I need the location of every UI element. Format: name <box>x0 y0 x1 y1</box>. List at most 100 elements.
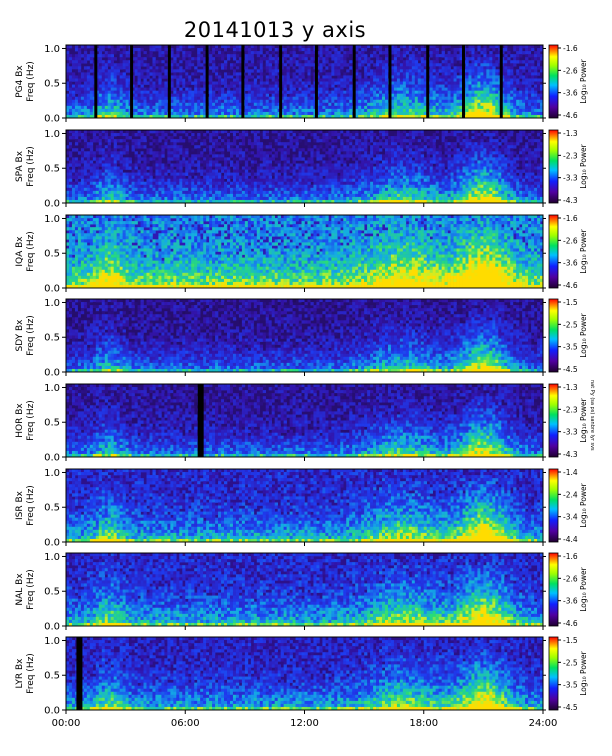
colorbar-label: Log₁₀ Power <box>579 566 588 611</box>
data-gap-2 <box>168 45 171 118</box>
colorbar-tick-label: -3.6 <box>563 597 578 606</box>
y-axis-unit-label: Freq (Hz) <box>26 231 36 272</box>
y-axis-unit-label: Freq (Hz) <box>26 485 36 526</box>
colorbar-tick-label: -1.3 <box>563 129 578 138</box>
y-tick-label: 1.0 <box>44 468 60 479</box>
colorbar-label: Log₁₀ Power <box>579 397 588 442</box>
colorbar-tick-label: -1.5 <box>563 636 578 645</box>
spectrogram-cells <box>66 45 543 118</box>
spectrogram-cells <box>66 130 543 203</box>
y-tick-label: 0.0 <box>44 706 60 717</box>
colorbar-tick-label: -4.3 <box>563 450 578 459</box>
data-gap-1 <box>130 45 133 118</box>
spectrogram-cells <box>66 299 543 372</box>
colorbar-tick-label: -2.3 <box>563 151 578 160</box>
colorbar-tick-label: -1.6 <box>563 44 578 53</box>
y-tick-label: 0.0 <box>44 538 60 549</box>
y-axis-label: LYR Bx <box>15 658 25 689</box>
colorbar-tick-label: -1.6 <box>563 552 578 561</box>
y-tick-label: 1.0 <box>44 214 60 225</box>
colorbar <box>549 299 558 372</box>
y-tick-label: 0.0 <box>44 284 60 295</box>
colorbar-label: Log₁₀ Power <box>579 143 588 188</box>
x-tick-label: 06:00 <box>171 718 200 729</box>
y-axis-label: ISR Bx <box>15 490 25 520</box>
data-gap-5 <box>279 45 282 118</box>
colorbar <box>549 553 558 626</box>
y-axis-unit-label: Freq (Hz) <box>26 61 36 102</box>
data-gap-8 <box>388 45 391 118</box>
y-tick-label: 1.0 <box>44 298 60 309</box>
y-axis-label: SDY Bx <box>15 319 25 352</box>
colorbar-tick-label: -3.6 <box>563 89 578 98</box>
y-tick-label: 1.0 <box>44 44 60 55</box>
y-axis-label: NAL Bx <box>15 573 25 606</box>
y-axis-unit-label: Freq (Hz) <box>26 315 36 356</box>
y-tick-label: 1.0 <box>44 383 60 394</box>
colorbar-label: Log₁₀ Power <box>579 482 588 527</box>
colorbar-tick-label: -1.6 <box>563 214 578 223</box>
colorbar-label: Log₁₀ Power <box>579 650 588 695</box>
y-axis-unit-label: Freq (Hz) <box>26 400 36 441</box>
y-tick-label: 1.0 <box>44 552 60 563</box>
y-axis-label: HOR Bx <box>15 403 25 438</box>
data-gap-0 <box>198 384 204 457</box>
y-tick-label: 0.0 <box>44 622 60 633</box>
data-gap-10 <box>462 45 465 118</box>
colorbar-tick-label: -3.5 <box>563 681 578 690</box>
data-gap-6 <box>315 45 318 118</box>
data-gap-7 <box>353 45 356 118</box>
y-tick-label: 0.5 <box>44 671 60 682</box>
colorbar-tick-label: -2.6 <box>563 236 578 245</box>
y-tick-label: 0.0 <box>44 368 60 379</box>
colorbar-tick-label: -2.6 <box>563 574 578 583</box>
data-gap-11 <box>500 45 503 118</box>
y-tick-label: 0.5 <box>44 418 60 429</box>
colorbar-tick-label: -2.5 <box>563 658 578 667</box>
colorbar <box>549 384 558 457</box>
spectrogram-cells <box>66 469 543 542</box>
x-tick-label: 12:00 <box>290 718 319 729</box>
colorbar-tick-label: -4.6 <box>563 281 578 290</box>
colorbar-label: Log₁₀ Power <box>579 228 588 273</box>
y-tick-label: 0.5 <box>44 79 60 90</box>
colorbar-tick-label: -1.4 <box>563 468 578 477</box>
y-tick-label: 0.5 <box>44 333 60 344</box>
y-tick-label: 0.5 <box>44 164 60 175</box>
colorbar-tick-label: -3.5 <box>563 343 578 352</box>
x-tick-label: 24:00 <box>529 718 558 729</box>
y-tick-label: 0.0 <box>44 453 60 464</box>
y-tick-label: 0.0 <box>44 114 60 125</box>
colorbar-tick-label: -4.5 <box>563 703 578 712</box>
x-tick-label: 00:00 <box>52 718 81 729</box>
data-gap-3 <box>206 45 209 118</box>
colorbar-tick-label: -4.3 <box>563 196 578 205</box>
colorbar <box>549 130 558 203</box>
colorbar-tick-label: -4.6 <box>563 111 578 120</box>
colorbar-tick-label: -4.6 <box>563 619 578 628</box>
y-tick-label: 1.0 <box>44 636 60 647</box>
colorbar-tick-label: -3.3 <box>563 174 578 183</box>
spectrogram-cells <box>66 553 543 626</box>
colorbar-label: Log₁₀ Power <box>579 58 588 103</box>
colorbar-tick-label: -2.4 <box>563 490 578 499</box>
data-gap-9 <box>426 45 429 118</box>
colorbar <box>549 469 558 542</box>
y-axis-label: PG4 Bx <box>15 65 25 98</box>
x-tick-label: 18:00 <box>409 718 438 729</box>
colorbar-tick-label: -3.3 <box>563 428 578 437</box>
y-axis-unit-label: Freq (Hz) <box>26 569 36 610</box>
y-axis-unit-label: Freq (Hz) <box>26 146 36 187</box>
y-tick-label: 0.5 <box>44 249 60 260</box>
colorbar-tick-label: -2.3 <box>563 405 578 414</box>
colorbar-label: Log₁₀ Power <box>579 312 588 357</box>
